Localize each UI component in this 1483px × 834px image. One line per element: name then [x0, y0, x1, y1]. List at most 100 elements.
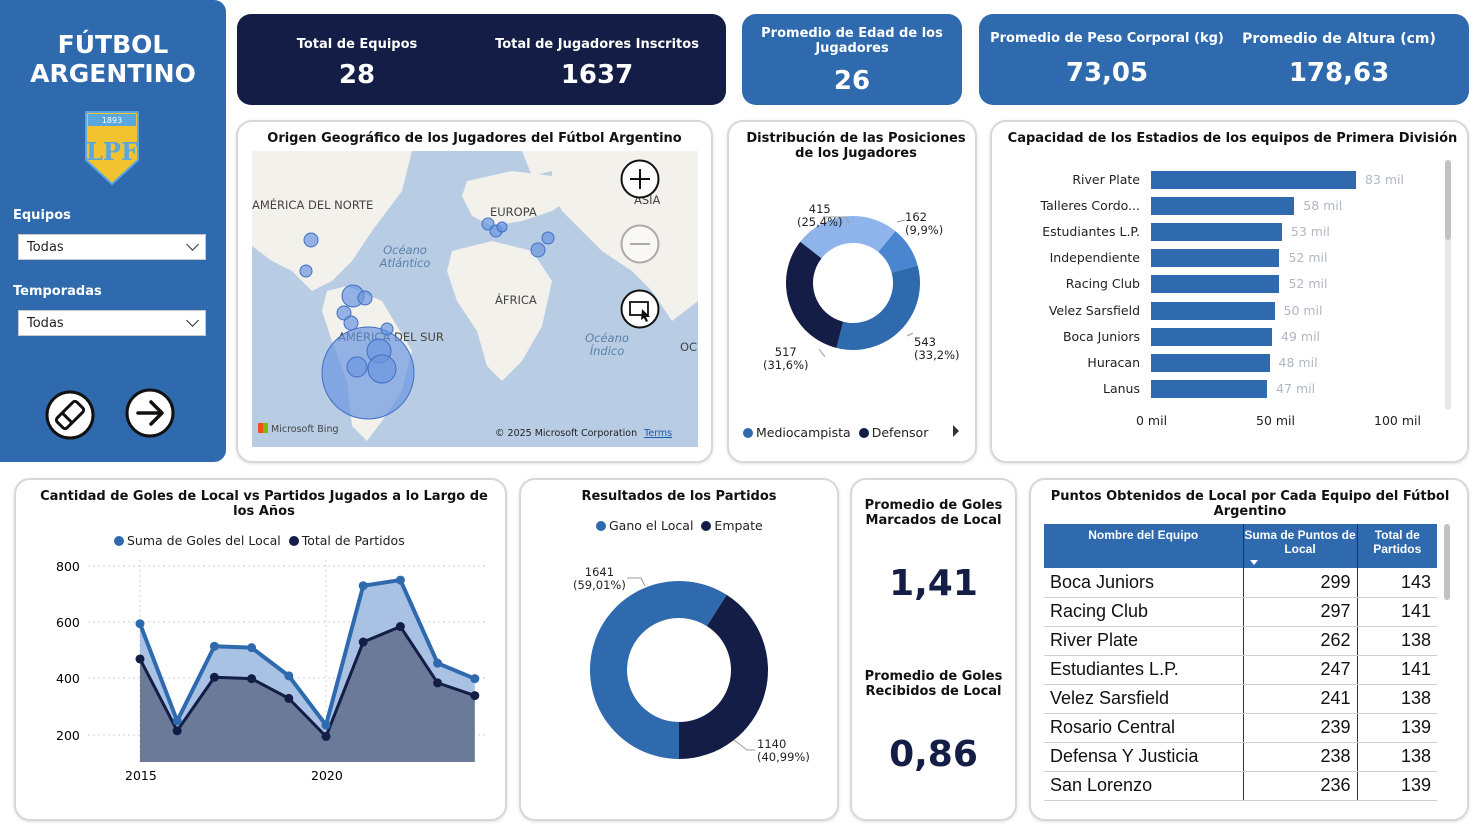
point-goles[interactable] — [395, 575, 405, 585]
table-row[interactable]: Racing Club 297 141 — [1044, 597, 1437, 627]
kpi-peso-value: 73,05 — [1065, 58, 1149, 88]
point-partidos[interactable] — [358, 637, 368, 647]
point-partidos[interactable] — [172, 726, 182, 736]
map-zoom-in-button[interactable] — [620, 159, 660, 199]
map-select-button[interactable] — [620, 289, 660, 329]
point-partidos[interactable] — [209, 672, 219, 682]
bar[interactable] — [1151, 379, 1268, 398]
stadiums-scrollbar[interactable] — [1445, 160, 1451, 410]
point-goles[interactable] — [358, 581, 368, 591]
donut-slice-empate[interactable] — [679, 594, 768, 759]
point-goles[interactable] — [470, 674, 480, 684]
cell-matches: 138 — [1357, 684, 1437, 714]
results-donut — [590, 577, 768, 759]
bar[interactable] — [1151, 197, 1295, 216]
app-title-line2: ARGENTINO — [30, 59, 196, 88]
stadiums-scrollbar-thumb[interactable] — [1445, 160, 1451, 240]
point-goles[interactable] — [433, 658, 443, 668]
positions-donut — [786, 216, 920, 358]
legend-empate[interactable]: Empate — [714, 518, 763, 533]
results-label-a-value: 1641 — [584, 565, 615, 579]
point-partidos[interactable] — [247, 674, 257, 684]
legend-next-arrow-icon[interactable] — [953, 425, 959, 437]
point-goles[interactable] — [284, 671, 294, 681]
equipos-select[interactable]: Todas — [18, 234, 206, 260]
stadiums-axis-50: 50 mil — [1256, 413, 1296, 428]
lpf-logo: 1893 LPF — [84, 110, 140, 186]
donut-slice-c[interactable] — [836, 265, 920, 350]
positions-legend: Mediocampista Defensor — [743, 425, 928, 440]
goals-ytick-200: 200 — [56, 728, 80, 743]
point-partidos[interactable] — [135, 654, 145, 664]
bar-value-label: 52 mil — [1288, 250, 1328, 266]
donut-slice-b[interactable] — [878, 231, 918, 273]
legend-goles[interactable]: Suma de Goles del Local — [127, 533, 281, 548]
point-goles[interactable] — [135, 619, 145, 629]
table-row[interactable]: Velez Sarsfield 241 138 — [1044, 684, 1437, 714]
stadiums-axis-0: 0 mil — [1136, 413, 1168, 428]
cell-team: Boca Juniors — [1044, 568, 1244, 598]
map-zoom-out-button[interactable] — [620, 224, 660, 264]
bar[interactable] — [1151, 171, 1356, 189]
table-row[interactable]: Boca Juniors 299 143 — [1044, 568, 1437, 598]
legend-partidos[interactable]: Total de Partidos — [301, 533, 405, 548]
point-partidos[interactable] — [284, 693, 294, 703]
table-row[interactable]: River Plate 262 138 — [1044, 626, 1437, 656]
kpi-peso-altura: Promedio de Peso Corporal (kg) 73,05 Pro… — [979, 14, 1469, 105]
positions-label-b-pct: (9,9%) — [905, 223, 944, 237]
legend-mediocampista[interactable]: Mediocampista — [756, 425, 851, 440]
table-row[interactable]: Defensa Y Justicia 238 138 — [1044, 742, 1437, 772]
point-goles[interactable] — [172, 716, 182, 726]
donut-slice-a[interactable] — [800, 216, 896, 259]
point-partidos[interactable] — [433, 678, 443, 688]
bar[interactable] — [1151, 301, 1275, 320]
cell-team: River Plate — [1044, 626, 1244, 656]
col-header-partidos[interactable]: Total de Partidos — [1357, 524, 1437, 568]
col-header-puntos[interactable]: Suma de Puntos de Local — [1243, 524, 1358, 568]
app-title: FÚTBOL ARGENTINO — [0, 30, 226, 88]
eraser-clear-filters-button[interactable] — [45, 390, 95, 440]
table-row[interactable]: San Lorenzo 236 139 — [1044, 771, 1437, 801]
col-header-puntos-label: Suma de Puntos de Local — [1244, 528, 1356, 556]
goals-ytick-800: 800 — [56, 559, 80, 574]
map-label-europe: EUROPA — [490, 205, 537, 219]
point-goles[interactable] — [247, 643, 257, 653]
bar[interactable] — [1151, 275, 1280, 294]
map-view[interactable]: AMÉRICA DEL NORTE EUROPA ASIA Océano Atl… — [252, 151, 698, 447]
point-partidos[interactable] — [321, 731, 331, 741]
points-scrollbar-thumb[interactable] — [1444, 524, 1450, 600]
bar-label: Lanus — [1103, 380, 1140, 396]
cell-points: 299 — [1243, 568, 1358, 598]
bar[interactable] — [1151, 223, 1282, 242]
donut-slice-gano-local[interactable] — [590, 581, 727, 759]
point-goles[interactable] — [321, 720, 331, 730]
terms-link[interactable]: Terms — [644, 428, 673, 439]
bar-value-label: 83 mil — [1365, 172, 1405, 187]
next-page-button[interactable] — [125, 388, 175, 438]
temporadas-select[interactable]: Todas — [18, 310, 206, 336]
goals-ytick-400: 400 — [56, 671, 80, 686]
cell-team: Racing Club — [1044, 597, 1244, 627]
table-row[interactable]: Rosario Central 239 139 — [1044, 713, 1437, 743]
cell-matches: 139 — [1357, 713, 1437, 743]
goals-area-chart — [88, 560, 488, 762]
kpi-jugadores-value: 1637 — [560, 60, 634, 90]
point-goles[interactable] — [209, 641, 219, 651]
goals-title: Cantidad de Goles de Local vs Partidos J… — [40, 489, 488, 519]
point-partidos[interactable] — [470, 691, 480, 701]
sort-desc-icon — [1249, 560, 1258, 565]
bar[interactable] — [1151, 327, 1273, 346]
col-header-nombre[interactable]: Nombre del Equipo — [1044, 524, 1244, 568]
point-partidos[interactable] — [395, 622, 405, 632]
kpi-altura-value: 178,63 — [1288, 58, 1390, 88]
table-row[interactable]: Estudiantes L.P. 247 141 — [1044, 655, 1437, 685]
stadiums-title: Capacidad de los Estadios de los equipos… — [1007, 131, 1458, 146]
positions-label-c-value: 543 — [914, 335, 936, 349]
bar[interactable] — [1151, 249, 1280, 268]
legend-defensor[interactable]: Defensor — [871, 425, 929, 440]
donut-slice-d[interactable] — [786, 241, 844, 348]
bar-value-label: 58 mil — [1303, 198, 1343, 214]
cursor-select-icon — [620, 289, 660, 329]
bar[interactable] — [1151, 353, 1270, 372]
legend-gano-local[interactable]: Gano el Local — [609, 518, 694, 533]
